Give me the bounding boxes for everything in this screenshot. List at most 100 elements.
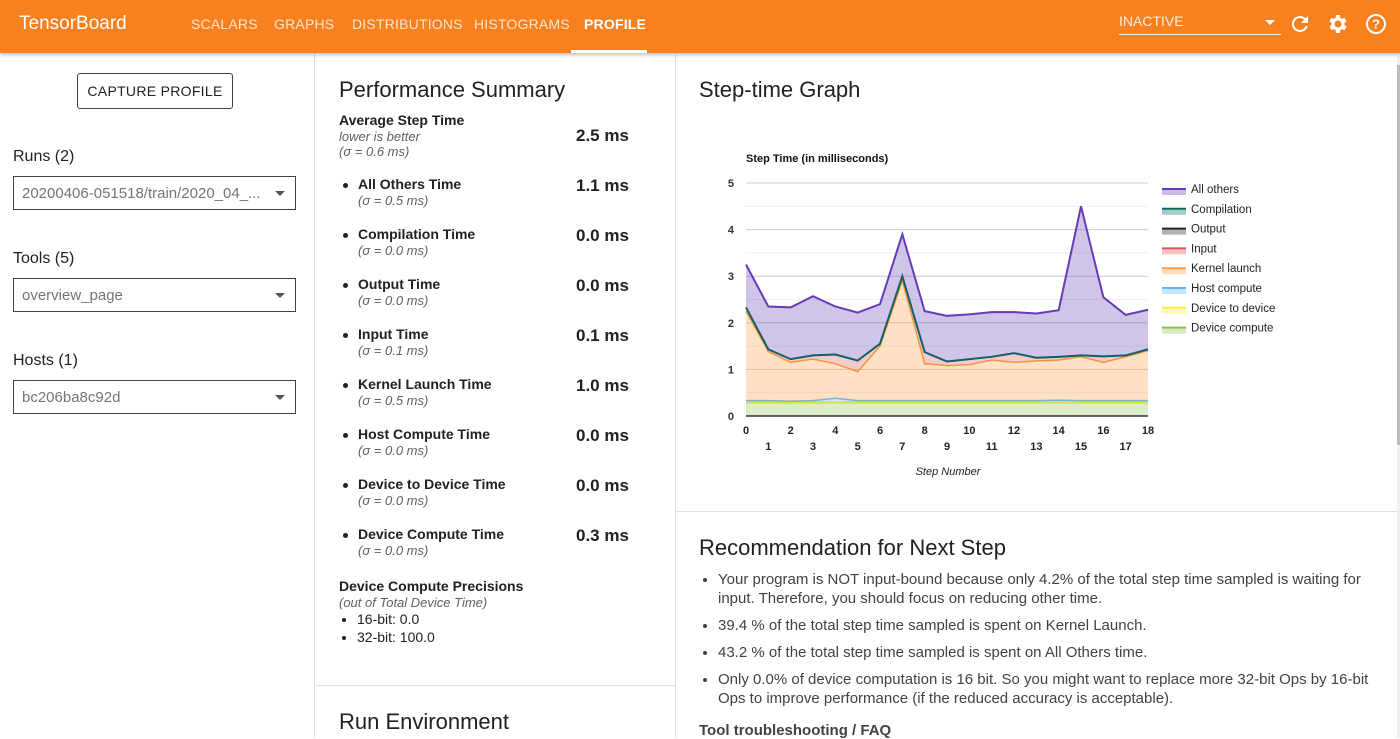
tab-scalars[interactable]: SCALARS: [191, 16, 258, 32]
metric-value: 0.0 ms: [576, 276, 629, 296]
x-tick-label: 18: [1142, 425, 1154, 437]
legend-swatch: [1162, 190, 1186, 195]
x-tick-label: 10: [963, 425, 975, 437]
precision-32bit: 32-bit: 100.0: [357, 628, 639, 646]
app-title: TensorBoard: [19, 13, 127, 35]
y-tick-label: 2: [728, 318, 734, 330]
hosts-select[interactable]: bc206ba8c92d: [13, 380, 296, 414]
metric-row: All Others Time(σ = 0.5 ms)1.1 ms: [358, 176, 658, 208]
x-tick-label: 6: [877, 425, 883, 437]
tab-histograms[interactable]: HISTOGRAMS: [474, 16, 570, 32]
bullet: [343, 233, 348, 238]
recommendation-item: 39.4 % of the total step time sampled is…: [718, 616, 1379, 635]
metric-value: 0.0 ms: [576, 226, 629, 246]
step-time-chart: Step Time (in milliseconds) Step Number …: [700, 140, 1340, 480]
legend-label: Device compute: [1191, 323, 1273, 335]
tab-distributions[interactable]: DISTRIBUTIONS: [352, 16, 463, 32]
tab-graphs[interactable]: GRAPHS: [274, 16, 334, 32]
legend-label: Input: [1191, 243, 1217, 255]
x-tick-label: 4: [832, 425, 839, 437]
average-step-time: Average Step Time lower is better (σ = 0…: [339, 112, 639, 159]
hosts-select-value: bc206ba8c92d: [22, 389, 120, 406]
help-icon[interactable]: ?: [1364, 12, 1388, 36]
step-time-graph-title: Step-time Graph: [699, 77, 860, 103]
x-tick-label: 17: [1120, 441, 1132, 453]
chart-title: Step Time (in milliseconds): [746, 153, 889, 165]
x-axis-label: Step Number: [916, 466, 982, 478]
bullet: [343, 183, 348, 188]
tools-select[interactable]: overview_page: [13, 278, 296, 312]
recommendation-list: Your program is NOT input-bound because …: [699, 570, 1379, 716]
tab-profile[interactable]: PROFILE: [584, 16, 646, 32]
tools-label: Tools (5): [13, 250, 74, 268]
x-tick-label: 15: [1075, 441, 1087, 453]
x-tick-label: 14: [1053, 425, 1066, 437]
x-tick-label: 11: [986, 441, 998, 453]
precision-note: (out of Total Device Time): [339, 595, 639, 610]
y-tick-label: 4: [728, 225, 735, 237]
chevron-down-icon: [1265, 20, 1275, 25]
recommendation-item: Only 0.0% of device computation is 16 bi…: [718, 670, 1379, 708]
x-tick-label: 3: [810, 441, 816, 453]
run-environment-title: Run Environment: [339, 709, 509, 735]
sidebar: CAPTURE PROFILE Runs (2) 20200406-051518…: [0, 53, 315, 738]
settings-gear-icon[interactable]: [1326, 12, 1350, 36]
legend-swatch: [1162, 289, 1186, 294]
recommendation-title: Recommendation for Next Step: [699, 535, 1006, 561]
bullet: [343, 483, 348, 488]
metric-row: Host Compute Time(σ = 0.0 ms)0.0 ms: [358, 426, 658, 458]
capture-profile-button[interactable]: CAPTURE PROFILE: [77, 73, 233, 109]
x-tick-label: 2: [788, 425, 794, 437]
bullet: [343, 283, 348, 288]
legend-swatch: [1162, 329, 1186, 334]
precision-16bit: 16-bit: 0.0: [357, 610, 639, 628]
recommendation-item: Your program is NOT input-bound because …: [718, 570, 1379, 608]
metric-value: 1.0 ms: [576, 376, 629, 396]
legend-swatch: [1162, 230, 1186, 235]
x-tick-label: 8: [922, 425, 928, 437]
metric-value: 0.0 ms: [576, 426, 629, 446]
legend-label: Device to device: [1191, 303, 1275, 315]
bullet: [343, 533, 348, 538]
legend-label: Host compute: [1191, 283, 1262, 295]
plugin-select[interactable]: INACTIVE: [1119, 13, 1281, 35]
y-tick-label: 5: [728, 178, 734, 190]
top-app-bar: TensorBoard SCALARS GRAPHS DISTRIBUTIONS…: [0, 0, 1400, 53]
chevron-down-icon: [275, 191, 285, 196]
runs-select[interactable]: 20200406-051518/train/2020_04_...: [13, 176, 296, 210]
tools-select-value: overview_page: [22, 287, 123, 304]
divider: [676, 511, 1397, 512]
metric-row: Device to Device Time(σ = 0.0 ms)0.0 ms: [358, 476, 658, 508]
y-tick-label: 1: [728, 364, 734, 376]
metric-value: 0.0 ms: [576, 476, 629, 496]
hosts-label: Hosts (1): [13, 352, 78, 370]
runs-label: Runs (2): [13, 148, 74, 166]
x-tick-label: 16: [1097, 425, 1109, 437]
x-tick-label: 9: [944, 441, 950, 453]
chevron-down-icon: [275, 395, 285, 400]
x-tick-label: 13: [1030, 441, 1042, 453]
svg-text:?: ?: [1372, 17, 1380, 32]
bullet: [343, 383, 348, 388]
legend-label: All others: [1191, 184, 1239, 196]
metric-row: Input Time(σ = 0.1 ms)0.1 ms: [358, 326, 658, 358]
precision-title: Device Compute Precisions: [339, 578, 639, 594]
refresh-icon[interactable]: [1288, 12, 1312, 36]
bullet: [343, 333, 348, 338]
bullet: [343, 433, 348, 438]
x-tick-label: 12: [1008, 425, 1020, 437]
recommendation-item: 43.2 % of the total step time sampled is…: [718, 643, 1379, 662]
legend-swatch: [1162, 309, 1186, 314]
area-device-compute: [746, 402, 1148, 416]
plugin-select-value: INACTIVE: [1119, 13, 1184, 29]
x-tick-label: 1: [765, 441, 771, 453]
y-tick-label: 3: [728, 271, 734, 283]
legend-swatch: [1162, 269, 1186, 274]
x-tick-label: 5: [855, 441, 861, 453]
legend-label: Output: [1191, 224, 1226, 236]
x-tick-label: 7: [899, 441, 905, 453]
metric-row: Device Compute Time(σ = 0.0 ms)0.3 ms: [358, 526, 658, 558]
metric-value: 1.1 ms: [576, 176, 629, 196]
metric-row: Output Time(σ = 0.0 ms)0.0 ms: [358, 276, 658, 308]
legend-label: Compilation: [1191, 204, 1252, 216]
